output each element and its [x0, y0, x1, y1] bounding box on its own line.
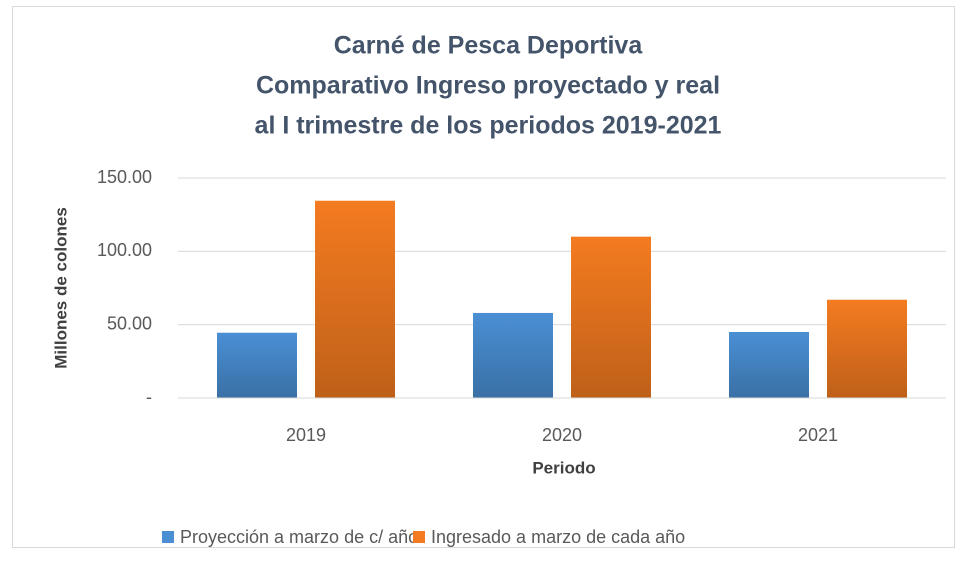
bar-shade [473, 312, 553, 398]
x-tick-label: 2019 [286, 425, 326, 445]
x-tick-label: 2020 [542, 425, 582, 445]
chart-title: Carné de Pesca Deportiva [334, 32, 644, 60]
x-axis-label: Periodo [532, 458, 595, 477]
bar-shade [315, 200, 395, 398]
chart-frame [12, 6, 955, 548]
legend-swatch [162, 531, 174, 543]
x-tick-label: 2021 [798, 425, 838, 445]
y-tick-label: 150.00 [97, 167, 152, 187]
legend-label: Proyección a marzo de c/ año [180, 527, 418, 547]
y-tick-label: 100.00 [97, 240, 152, 260]
legend-swatch [413, 531, 425, 543]
y-tick-label: - [146, 387, 152, 407]
chart-title: al I trimestre de los periodos 2019-2021 [255, 112, 722, 140]
bar-shade [827, 299, 907, 398]
bar-shade [217, 332, 297, 398]
chart-title: Comparativo Ingreso proyectado y real [256, 72, 720, 100]
y-axis-label: Millones de colones [51, 207, 70, 369]
y-tick-label: 50.00 [107, 313, 152, 333]
bar-shade [729, 332, 809, 398]
bar-shade [571, 236, 651, 398]
legend-label: Ingresado a marzo de cada año [431, 527, 685, 547]
